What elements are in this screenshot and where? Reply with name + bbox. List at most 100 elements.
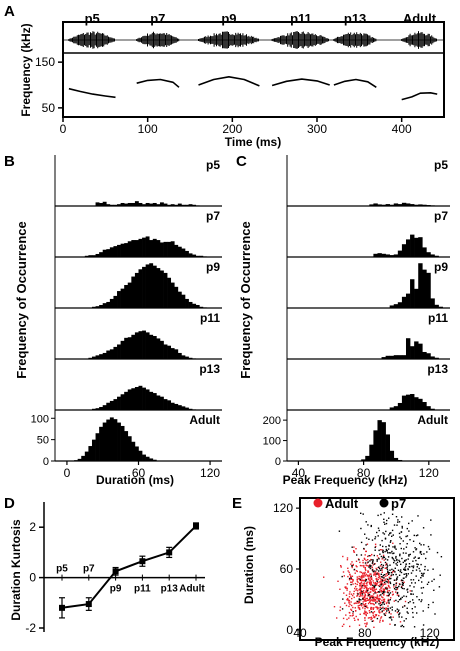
- histogram-bar-adult: [102, 422, 107, 461]
- histogram-bar-p9: [389, 305, 395, 308]
- histogram-bar-adult: [109, 417, 114, 461]
- histogram-bar-p11: [120, 340, 125, 359]
- scatter-point-p7: [350, 577, 352, 579]
- scatter-point-adult: [388, 610, 391, 613]
- scatter-point-p7: [412, 565, 415, 567]
- scatter-point-p7: [422, 527, 425, 529]
- scatter-point-adult: [380, 591, 383, 593]
- histogram-bar-p7: [418, 237, 423, 257]
- scatter-point-p7: [342, 598, 344, 600]
- histogram-bar-adult: [91, 439, 96, 461]
- scatter-point-p7: [376, 558, 378, 561]
- segment-label-p9: p9: [221, 11, 236, 26]
- scatter-point-p7: [392, 558, 395, 560]
- scatter-point-adult: [352, 579, 354, 581]
- scatter-point-adult: [370, 591, 372, 593]
- scatter-point-adult: [379, 565, 382, 567]
- scatter-point-p7: [393, 588, 396, 590]
- panel-letter-e: E: [232, 495, 242, 512]
- scatter-point-p7: [384, 523, 386, 525]
- scatter-point-p7: [390, 532, 392, 534]
- scatter-point-adult: [363, 605, 365, 608]
- scatter-point-p7: [379, 608, 382, 611]
- scatter-point-p7: [362, 598, 364, 600]
- histogram-bar-p9: [120, 288, 125, 308]
- histogram-bar-p7: [202, 256, 207, 257]
- scatter-point-adult: [379, 583, 382, 586]
- scatter-point-adult: [348, 605, 350, 608]
- histogram-bar-p7: [102, 249, 107, 257]
- scatter-point-adult: [373, 590, 375, 592]
- scatter-point-adult: [364, 586, 367, 588]
- scatter-point-p7: [401, 581, 404, 584]
- scatter-point-adult: [347, 575, 349, 578]
- scatter-point-adult: [355, 565, 357, 567]
- scatter-point-p7: [418, 579, 420, 582]
- scatter-point-p7: [398, 532, 401, 535]
- scatter-point-adult: [362, 589, 365, 592]
- scatter-point-p7: [387, 578, 389, 580]
- scatter-point-p7: [384, 561, 387, 564]
- histogram-bar-p13: [401, 395, 407, 410]
- scatter-point-adult: [389, 587, 391, 589]
- scatter-point-p7: [403, 595, 405, 597]
- scatter-point-p7: [399, 560, 401, 563]
- scatter-point-adult: [350, 609, 353, 611]
- scatter-point-p7: [400, 531, 403, 533]
- scatter-point-p7: [386, 566, 388, 569]
- histogram-bar-p13: [120, 394, 125, 410]
- scatter-point-adult: [354, 610, 357, 612]
- scatter-point-p7: [378, 566, 380, 568]
- scatter-point-adult: [378, 611, 381, 613]
- histogram-bar-p7: [199, 255, 204, 257]
- scatter-point-p7: [385, 550, 388, 552]
- scatter-point-p7: [401, 596, 403, 599]
- scatter-point-p7: [424, 565, 426, 568]
- scatter-point-adult: [339, 606, 342, 608]
- scatter-point-adult: [366, 543, 369, 545]
- scatter-point-adult: [354, 572, 356, 574]
- scatter-point-adult: [365, 606, 368, 608]
- scatter-point-adult: [383, 609, 385, 612]
- histogram-bar-p5: [385, 204, 390, 206]
- scatter-point-adult: [385, 612, 387, 614]
- scatter-point-p7: [399, 570, 401, 573]
- scatter-point-p7: [400, 625, 402, 628]
- panel-a-xlabel: Time (ms): [225, 135, 281, 149]
- scatter-point-p7: [404, 560, 406, 562]
- scatter-point-p7: [370, 565, 372, 567]
- histogram-bar-adult: [113, 419, 118, 461]
- scatter-point-adult: [378, 614, 380, 617]
- scatter-point-adult: [373, 588, 375, 590]
- histogram-bar-p7: [106, 249, 111, 257]
- histogram-bar-p13: [167, 400, 172, 410]
- scatter-point-adult: [362, 601, 364, 603]
- scatter-point-adult: [378, 601, 381, 603]
- scatter-point-adult: [367, 588, 370, 590]
- scatter-point-adult: [350, 601, 352, 603]
- histogram-bar-p13: [152, 393, 157, 410]
- scatter-point-adult: [382, 554, 385, 557]
- scatter-point-p7: [383, 556, 386, 559]
- segment-label-p13: p13: [344, 11, 366, 26]
- scatter-point-p7: [374, 592, 376, 594]
- histogram-bar-p9: [109, 298, 114, 308]
- histogram-bar-p11: [99, 354, 104, 359]
- scatter-point-p7: [367, 594, 370, 596]
- scatter-point-p7: [397, 521, 399, 523]
- scatter-point-p7: [358, 598, 360, 600]
- scatter-point-adult: [349, 625, 351, 628]
- scatter-point-p7: [412, 616, 414, 618]
- scatter-point-adult: [371, 602, 373, 605]
- scatter-point-p7: [396, 576, 399, 578]
- scatter-point-p7: [408, 555, 410, 557]
- scatter-point-adult: [358, 608, 361, 610]
- scatter-point-p7: [425, 557, 427, 560]
- scatter-point-p7: [411, 590, 413, 592]
- scatter-point-p7: [387, 594, 390, 597]
- histogram-bar-p5: [138, 202, 143, 206]
- scatter-point-p7: [393, 524, 396, 526]
- scatter-point-adult: [346, 559, 349, 561]
- scatter-point-adult: [369, 580, 372, 582]
- scatter-point-adult: [353, 590, 355, 593]
